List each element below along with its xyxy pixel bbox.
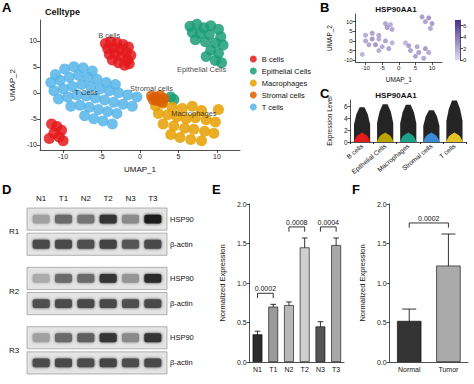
svg-text:6: 6 <box>344 103 348 110</box>
svg-text:N3: N3 <box>316 366 325 373</box>
svg-text:Macrophages: Macrophages <box>171 109 217 118</box>
svg-text:N1: N1 <box>253 366 262 373</box>
svg-text:Epithelial Cells: Epithelial Cells <box>177 65 226 74</box>
svg-text:4: 4 <box>463 34 467 40</box>
svg-text:0: 0 <box>397 65 401 71</box>
svg-text:-10: -10 <box>27 141 37 148</box>
svg-text:B cells: B cells <box>345 142 365 160</box>
svg-text:T Cells: T Cells <box>75 88 98 97</box>
svg-text:Macrophages: Macrophages <box>262 79 308 88</box>
svg-text:β-actin: β-actin <box>170 299 193 308</box>
svg-text:UMAP_2: UMAP_2 <box>326 25 334 51</box>
svg-text:0: 0 <box>138 153 142 160</box>
svg-text:N2: N2 <box>284 366 293 373</box>
svg-text:Stromal cells: Stromal cells <box>401 142 435 172</box>
svg-text:-5: -5 <box>379 65 385 71</box>
svg-text:10: 10 <box>346 19 353 25</box>
svg-text:B cells: B cells <box>98 31 120 40</box>
svg-text:-5: -5 <box>31 115 37 122</box>
svg-text:0.0: 0.0 <box>237 359 247 366</box>
svg-text:-5: -5 <box>98 153 104 160</box>
svg-text:10: 10 <box>29 37 37 44</box>
svg-text:Epithelial Cells: Epithelial Cells <box>350 142 388 176</box>
svg-text:0.0002: 0.0002 <box>255 285 277 292</box>
svg-text:0: 0 <box>349 38 353 44</box>
svg-text:-10: -10 <box>58 153 68 160</box>
svg-text:B cells: B cells <box>262 55 284 64</box>
svg-text:2.0: 2.0 <box>237 201 247 208</box>
svg-text:UMAP_2: UMAP_2 <box>8 68 17 101</box>
svg-text:5: 5 <box>177 153 181 160</box>
svg-text:4: 4 <box>344 115 348 122</box>
svg-text:2: 2 <box>463 46 467 52</box>
svg-text:2.0: 2.0 <box>377 201 387 208</box>
svg-text:10: 10 <box>429 65 436 71</box>
svg-text:β-actin: β-actin <box>170 240 193 249</box>
svg-text:0.0002: 0.0002 <box>418 215 440 222</box>
svg-text:Celltype: Celltype <box>45 7 80 17</box>
svg-text:0: 0 <box>463 57 467 63</box>
svg-text:R3: R3 <box>9 346 20 355</box>
svg-text:HSP90: HSP90 <box>170 333 194 342</box>
svg-text:Normal: Normal <box>398 366 421 373</box>
svg-text:10: 10 <box>213 153 221 160</box>
svg-text:2: 2 <box>344 127 348 134</box>
svg-text:-10: -10 <box>344 57 353 63</box>
html-text:A: A <box>2 0 12 15</box>
svg-text:0.5: 0.5 <box>377 319 387 326</box>
html-text:E: E <box>212 182 221 197</box>
svg-text:Stromal cells: Stromal cells <box>130 84 173 93</box>
svg-text:5: 5 <box>33 63 37 70</box>
svg-text:0: 0 <box>33 89 37 96</box>
svg-text:5: 5 <box>349 28 353 34</box>
html-text:F: F <box>352 182 360 197</box>
svg-text:-5: -5 <box>347 48 353 54</box>
svg-text:HSP90AA1: HSP90AA1 <box>375 5 417 14</box>
svg-text:Normalized Expression: Normalized Expression <box>358 244 367 321</box>
svg-text:0.0: 0.0 <box>377 359 387 366</box>
svg-text:6: 6 <box>463 23 467 29</box>
svg-text:HSP90AA1: HSP90AA1 <box>375 91 417 100</box>
svg-text:T cells: T cells <box>438 142 457 160</box>
svg-text:0.0004: 0.0004 <box>318 219 340 226</box>
svg-text:N2: N2 <box>81 194 92 203</box>
svg-text:1.0: 1.0 <box>377 280 387 287</box>
svg-text:0.5: 0.5 <box>237 319 247 326</box>
svg-text:T cells: T cells <box>262 103 284 112</box>
svg-text:T2: T2 <box>301 366 309 373</box>
svg-text:5: 5 <box>414 65 418 71</box>
svg-text:HSP90: HSP90 <box>170 215 194 224</box>
svg-text:UMAP_1: UMAP_1 <box>124 165 157 174</box>
svg-text:T2: T2 <box>103 194 113 203</box>
svg-text:T3: T3 <box>332 366 340 373</box>
svg-text:UMAP_1: UMAP_1 <box>386 76 412 84</box>
svg-text:-10: -10 <box>361 65 370 71</box>
html-text:D: D <box>2 182 12 197</box>
svg-text:0.0008: 0.0008 <box>286 219 308 226</box>
svg-text:R2: R2 <box>9 287 20 296</box>
svg-text:1.0: 1.0 <box>237 280 247 287</box>
svg-text:T3: T3 <box>148 194 158 203</box>
svg-text:Normalized Expression: Normalized Expression <box>218 244 227 321</box>
svg-text:HSP90: HSP90 <box>170 274 194 283</box>
svg-text:T1: T1 <box>59 194 69 203</box>
svg-text:Stromal cells: Stromal cells <box>262 91 305 100</box>
html-text:B: B <box>320 0 330 15</box>
svg-text:Macrophages: Macrophages <box>375 142 411 173</box>
html-text:C: C <box>320 86 330 101</box>
svg-text:R1: R1 <box>9 227 20 236</box>
svg-text:0: 0 <box>344 139 348 146</box>
svg-text:Epithelial Cells: Epithelial Cells <box>262 67 311 76</box>
svg-text:1.5: 1.5 <box>377 240 387 247</box>
svg-text:β-actin: β-actin <box>170 358 193 367</box>
svg-text:Tumor: Tumor <box>438 366 459 373</box>
svg-text:N3: N3 <box>125 194 136 203</box>
svg-text:T1: T1 <box>269 366 277 373</box>
svg-text:Expression Level: Expression Level <box>326 96 334 146</box>
svg-text:N1: N1 <box>36 194 47 203</box>
svg-text:1.5: 1.5 <box>237 240 247 247</box>
